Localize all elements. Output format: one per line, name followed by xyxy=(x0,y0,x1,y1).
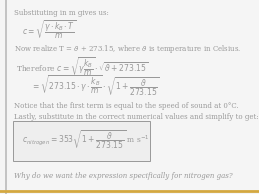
Text: Why do we want the expression specifically for nitrogen gas?: Why do we want the expression specifical… xyxy=(14,171,233,180)
Text: Therefore $c = \sqrt{\gamma \dfrac{k_B}{m}} \cdot \sqrt{\vartheta + 273.15}$: Therefore $c = \sqrt{\gamma \dfrac{k_B}{… xyxy=(16,56,148,78)
Text: $c_{nitrogen} = 353\sqrt{1 + \dfrac{\vartheta}{273.15}}$ m s$^{-1}$: $c_{nitrogen} = 353\sqrt{1 + \dfrac{\var… xyxy=(22,129,150,152)
Text: $c = \sqrt{\dfrac{\gamma \cdot k_B \cdot T}{m}}$: $c = \sqrt{\dfrac{\gamma \cdot k_B \cdot… xyxy=(22,18,76,42)
Text: $= \sqrt{273.15 \cdot \gamma \cdot \dfrac{k_B}{m}} \cdot \sqrt{1 + \dfrac{\varth: $= \sqrt{273.15 \cdot \gamma \cdot \dfra… xyxy=(31,74,160,99)
Text: Now realize T = $\vartheta$ + 273.15, where $\vartheta$ is temperature in Celsiu: Now realize T = $\vartheta$ + 273.15, wh… xyxy=(14,43,242,55)
FancyBboxPatch shape xyxy=(13,121,150,161)
Text: Notice that the first term is equal to the speed of sound at 0°C.: Notice that the first term is equal to t… xyxy=(14,102,239,110)
Text: Lastly, substitute in the correct numerical values and simplify to get:: Lastly, substitute in the correct numeri… xyxy=(14,113,259,121)
Text: Substituting in m gives us:: Substituting in m gives us: xyxy=(14,9,109,17)
